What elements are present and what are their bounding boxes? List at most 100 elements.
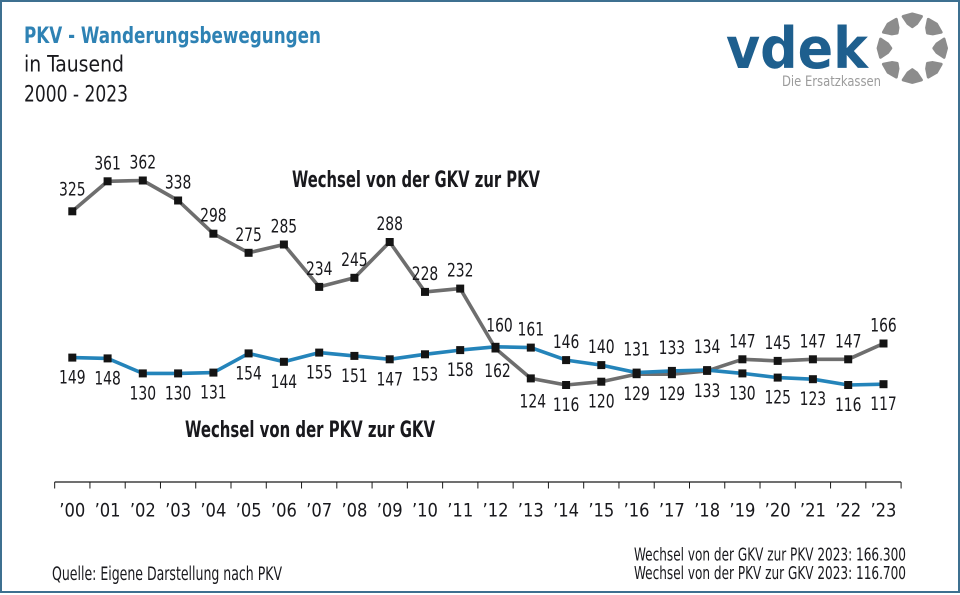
value-label: 362 (130, 152, 157, 174)
x-tick-label: ’06 (271, 500, 297, 522)
value-label: 133 (659, 337, 686, 359)
x-tick-label: ’20 (765, 500, 791, 522)
data-marker (526, 374, 535, 383)
value-label: 161 (518, 319, 545, 341)
series-line-gkv-zur-pkv (70, 178, 886, 387)
value-label: 149 (59, 367, 86, 389)
x-tick-label: ’05 (236, 500, 262, 522)
value-label: 123 (800, 388, 827, 410)
data-marker (491, 342, 500, 351)
logo-ring-segment (925, 17, 943, 36)
x-tick-label: ’17 (659, 500, 685, 522)
x-tick-label: ’19 (729, 500, 755, 522)
x-tick-label: ’16 (624, 500, 650, 522)
data-marker (138, 176, 147, 185)
x-tick-label: ’00 (59, 500, 85, 522)
logo-ring-segment (876, 37, 893, 59)
value-label: 166 (870, 315, 897, 337)
x-tick-label: ’07 (306, 500, 332, 522)
data-marker (244, 349, 253, 358)
x-tick-label: ’13 (518, 500, 544, 522)
header: PKV - Wanderungsbewegungen in Tausend 20… (24, 23, 321, 107)
x-axis: ’00 ’01 ’02 ’03 ’04 ’05 ’06 ’07 ’08 ’09 ’10 ’11 ’12 ’… (54, 481, 902, 522)
value-label: 145 (764, 332, 791, 354)
x-tick-label: ’14 (553, 500, 579, 522)
data-marker (174, 196, 183, 205)
data-marker (773, 356, 782, 365)
data-marker (350, 351, 359, 360)
data-marker (315, 348, 324, 357)
value-label: 148 (94, 367, 121, 389)
value-label: 338 (165, 172, 192, 194)
value-label: 130 (729, 382, 756, 404)
x-tick-label: ’04 (200, 500, 226, 522)
value-label: 298 (200, 205, 227, 227)
x-tick-label: ’08 (341, 500, 367, 522)
value-label: 158 (447, 359, 474, 381)
data-marker (632, 368, 641, 377)
data-marker (174, 369, 183, 378)
data-marker (279, 357, 288, 366)
data-marker (703, 366, 712, 375)
value-label: 129 (659, 383, 686, 405)
logo-ring-segment (932, 37, 948, 59)
value-label: 116 (835, 394, 862, 416)
data-marker (773, 373, 782, 382)
value-label: 153 (412, 363, 439, 385)
logo-ring-segment (901, 12, 923, 29)
value-label: 130 (130, 382, 157, 404)
value-label: 147 (376, 368, 403, 390)
page-title: PKV - Wanderungsbewegungen (24, 23, 321, 49)
logo-ring-segment (881, 61, 900, 79)
value-label: 155 (306, 362, 333, 384)
data-marker (103, 177, 112, 186)
data-marker (385, 355, 394, 364)
series-line-pkv-zur-gkv (70, 344, 886, 387)
logo-ring-icon (876, 12, 948, 84)
page-period: 2000 - 2023 (24, 81, 128, 107)
x-tick-label: ’21 (800, 500, 826, 522)
logo-ring-segment (901, 68, 923, 84)
data-marker (844, 355, 853, 364)
value-label: 133 (694, 380, 721, 402)
logo-ring-segment (881, 17, 900, 36)
value-label: 117 (870, 393, 897, 415)
x-tick-label: ’11 (447, 500, 473, 522)
value-label: 124 (520, 390, 547, 412)
data-marker (421, 350, 429, 359)
data-marker (879, 339, 888, 348)
data-marker (808, 375, 817, 384)
data-marker (456, 284, 465, 293)
value-label: 245 (341, 249, 368, 271)
value-label: 232 (447, 260, 474, 282)
data-marker (138, 369, 147, 378)
value-label: 162 (484, 360, 511, 382)
data-marker (68, 207, 77, 216)
x-tick-label: ’15 (588, 500, 614, 522)
x-tick-label: ’09 (377, 500, 403, 522)
logo-tagline: Die Ersatzkassen (782, 74, 881, 90)
value-label: 160 (486, 315, 513, 337)
data-marker (421, 287, 429, 296)
value-label: 275 (235, 224, 262, 246)
page-subtitle: in Tausend (24, 52, 124, 78)
footer: Quelle: Eigene Darstellung nach PKV Wech… (52, 546, 906, 586)
logo-ring-segment (925, 61, 943, 79)
value-label: 131 (623, 339, 650, 361)
x-tick-label: ’10 (412, 500, 438, 522)
value-label: 129 (623, 383, 650, 405)
value-label: 234 (306, 258, 333, 280)
value-label: 144 (271, 371, 298, 393)
value-label: 361 (94, 152, 121, 174)
vdek-logo: vdek Die Ersatzkassen (726, 12, 948, 90)
data-marker (738, 355, 747, 364)
value-label: 151 (341, 365, 368, 387)
value-label: 146 (553, 331, 580, 353)
x-tick-label: ’22 (835, 500, 861, 522)
value-label: 120 (588, 391, 615, 413)
x-tick-label: ’23 (870, 500, 896, 522)
data-marker (597, 361, 606, 370)
